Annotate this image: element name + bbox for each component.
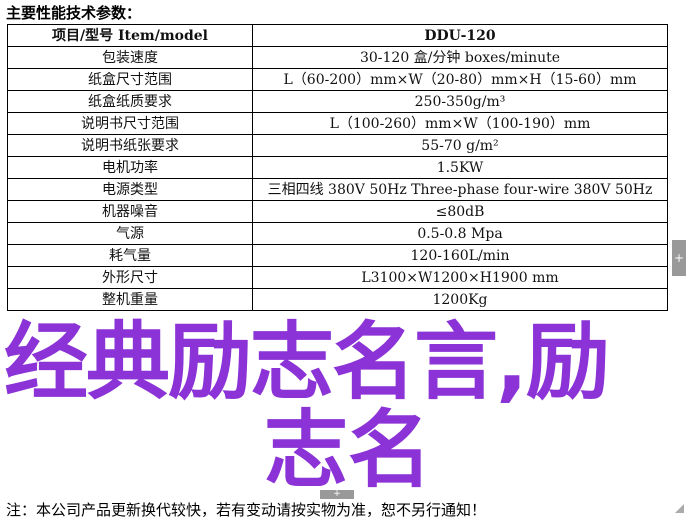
overlay-text-line1: 经典励志名言,励	[4, 313, 610, 411]
header-model: DDU-120	[252, 24, 668, 47]
param-name: 包装速度	[7, 46, 253, 69]
resize-handle-icon[interactable]	[675, 504, 684, 513]
table-row: 纸盒尺寸范围 L（60-200）mm×W（20-80）mm×H（15-60）mm	[7, 68, 668, 91]
param-name: 外形尺寸	[7, 266, 253, 289]
table-row: 电源类型 三相四线 380V 50Hz Three-phase four-wire…	[7, 178, 668, 201]
param-name: 纸盒尺寸范围	[7, 68, 253, 91]
table-row: 机器噪音 ≤80dB	[7, 200, 668, 223]
table-row: 电机功率 1.5KW	[7, 156, 668, 179]
param-value: L（100-260）mm×W（100-190）mm	[252, 112, 668, 135]
table-row: 整机重量 1200Kg	[7, 288, 668, 311]
section-title: 主要性能技术参数：	[6, 4, 142, 22]
expand-side-button[interactable]: +	[672, 240, 686, 276]
param-value: 30-120 盒/分钟 boxes/minute	[252, 46, 668, 69]
footnote: 注：本公司产品更新换代较快，若有变动请按实物为准，恕不另行通知！	[6, 501, 487, 519]
param-value: 1200Kg	[252, 288, 668, 311]
param-name: 电源类型	[7, 178, 253, 201]
expand-bottom-button[interactable]: +	[320, 490, 354, 499]
param-value: 250-350g/m³	[252, 90, 668, 113]
table-row: 说明书尺寸范围 L（100-260）mm×W（100-190）mm	[7, 112, 668, 135]
param-value: 0.5-0.8 Mpa	[252, 222, 668, 245]
param-value: 三相四线 380V 50Hz Three-phase four-wire 380…	[252, 178, 668, 201]
table-row: 耗气量 120-160L/min	[7, 244, 668, 267]
param-name: 耗气量	[7, 244, 253, 267]
param-name: 电机功率	[7, 156, 253, 179]
overlay-text-line2: 志名	[264, 401, 433, 499]
table-row: 气源 0.5-0.8 Mpa	[7, 222, 668, 245]
param-value: L（60-200）mm×W（20-80）mm×H（15-60）mm	[252, 68, 668, 91]
table-row: 外形尺寸 L3100×W1200×H1900 mm	[7, 266, 668, 289]
param-name: 气源	[7, 222, 253, 245]
param-name: 说明书尺寸范围	[7, 112, 253, 135]
param-name: 整机重量	[7, 288, 253, 311]
spec-table: 项目/型号 Item/model DDU-120 包装速度 30-120 盒/分钟…	[7, 24, 668, 311]
table-header-row: 项目/型号 Item/model DDU-120	[7, 24, 668, 47]
param-name: 纸盒纸质要求	[7, 90, 253, 113]
header-item: 项目/型号 Item/model	[7, 24, 253, 47]
param-value: 55-70 g/m²	[252, 134, 668, 157]
table-row: 包装速度 30-120 盒/分钟 boxes/minute	[7, 46, 668, 69]
param-value: 120-160L/min	[252, 244, 668, 267]
param-name: 说明书纸张要求	[7, 134, 253, 157]
param-name: 机器噪音	[7, 200, 253, 223]
table-row: 说明书纸张要求 55-70 g/m²	[7, 134, 668, 157]
table-row: 纸盒纸质要求 250-350g/m³	[7, 90, 668, 113]
param-value: ≤80dB	[252, 200, 668, 223]
param-value: 1.5KW	[252, 156, 668, 179]
param-value: L3100×W1200×H1900 mm	[252, 266, 668, 289]
